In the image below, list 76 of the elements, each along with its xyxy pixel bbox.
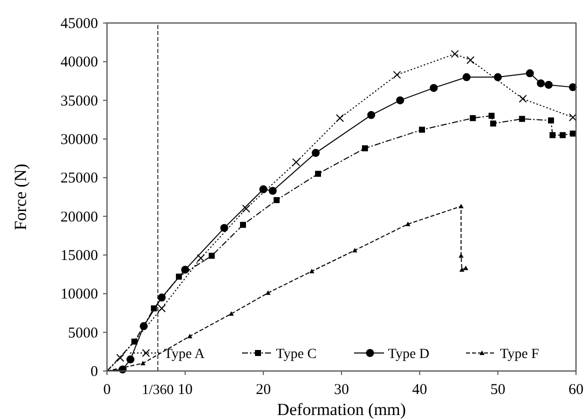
x-tick-label: 0	[103, 382, 111, 398]
text: 1/360	[142, 383, 174, 398]
point	[131, 338, 138, 345]
x-tick-label: 60	[568, 382, 584, 398]
point	[158, 304, 166, 312]
x-tick-label: 20	[256, 382, 271, 398]
point	[396, 96, 404, 104]
point	[419, 126, 426, 133]
point	[550, 132, 556, 138]
point	[208, 252, 215, 259]
y-tick-label: 30000	[60, 132, 98, 148]
point	[228, 311, 234, 316]
point	[518, 94, 527, 103]
x-tick-label: 10	[178, 382, 193, 398]
point	[466, 56, 474, 64]
point	[116, 354, 124, 362]
point	[292, 158, 300, 166]
point	[393, 70, 401, 79]
x-tick-label: 40	[412, 382, 428, 398]
point	[519, 116, 526, 122]
y-tick-label: 20000	[60, 209, 98, 226]
point	[488, 112, 495, 119]
point	[274, 197, 280, 204]
point	[463, 266, 468, 270]
point	[220, 224, 228, 232]
y-tick-label: 25000	[60, 170, 98, 187]
point	[459, 267, 464, 272]
point	[196, 254, 205, 262]
y-tick-label: 5000	[68, 325, 98, 342]
x-tick-label: 30	[334, 382, 349, 398]
point	[490, 120, 496, 127]
point	[315, 170, 322, 177]
legend-label: Type F	[500, 347, 540, 362]
point	[548, 117, 554, 124]
point	[458, 204, 464, 208]
point	[140, 360, 146, 366]
point	[450, 50, 459, 58]
y-tick-label: 40000	[60, 54, 98, 71]
point	[494, 73, 502, 82]
x-tick-label: 50	[490, 382, 506, 398]
point	[336, 114, 344, 122]
point	[362, 145, 368, 152]
point	[312, 148, 320, 157]
point	[430, 84, 438, 92]
point	[181, 266, 190, 274]
point	[266, 290, 271, 295]
point	[352, 248, 358, 252]
point	[470, 115, 476, 122]
y-axis-title: Force (N)	[11, 164, 30, 230]
y-tick-label: 0	[90, 364, 98, 380]
point	[570, 130, 576, 137]
legend-label: Type A	[164, 347, 206, 362]
y-tick-label: 15000	[60, 248, 98, 264]
point	[458, 253, 464, 258]
y-tick-label: 45000	[60, 16, 98, 32]
point	[187, 334, 192, 338]
point	[240, 222, 246, 228]
point	[560, 132, 566, 138]
x-axis-title: Deformation (mm)	[277, 400, 406, 419]
point	[259, 185, 268, 194]
point	[242, 204, 250, 213]
point	[158, 294, 166, 302]
y-tick-label: 35000	[60, 93, 98, 110]
point	[526, 69, 534, 78]
point	[367, 111, 376, 120]
point	[462, 73, 471, 82]
y-tick-label: 10000	[60, 286, 98, 303]
point	[536, 79, 545, 88]
point	[126, 355, 134, 364]
point	[544, 80, 553, 89]
point	[568, 113, 577, 122]
legend-label: Type D	[388, 347, 430, 362]
point	[268, 186, 277, 195]
legend-label: Type C	[276, 347, 317, 362]
point	[405, 222, 410, 226]
point	[140, 322, 148, 330]
